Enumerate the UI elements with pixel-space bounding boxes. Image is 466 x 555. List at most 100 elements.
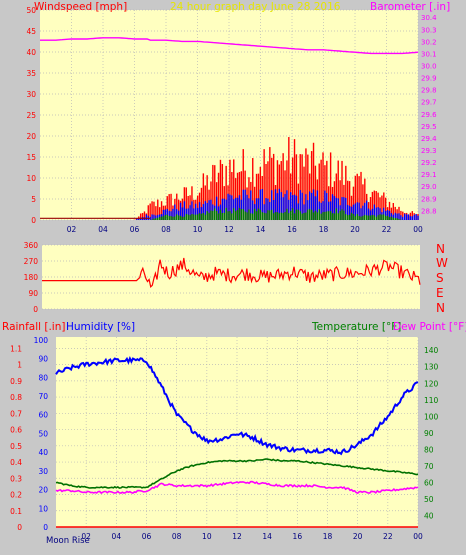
rain-y-tick-label: 1.1 xyxy=(10,344,22,353)
rain-y-tick-label: 0 xyxy=(17,523,22,532)
humidity-y-tick-label: 30 xyxy=(38,467,48,476)
wind-x-tick-label: 08 xyxy=(161,225,171,234)
humidity-x-tick-label: 10 xyxy=(202,532,212,541)
wind-x-tick-label: 22 xyxy=(382,225,392,234)
compass-label-s: S xyxy=(436,271,444,285)
humidity-x-tick-label: 18 xyxy=(323,532,333,541)
wind-y-tick-label: 50 xyxy=(26,6,36,15)
barometer-y-tick-label: 29.7 xyxy=(421,99,437,107)
humidity-x-tick-label: 04 xyxy=(112,532,122,541)
temperature-y-tick-label: 40 xyxy=(424,511,434,520)
humidity-x-tick-label: 08 xyxy=(172,532,182,541)
barometer-y-tick-label: 30.2 xyxy=(421,38,437,46)
rain-y-tick-label: 0.9 xyxy=(10,377,22,386)
temperature-axis-title: Temperature [°F] xyxy=(311,321,401,333)
wind-y-tick-label: 30 xyxy=(26,90,36,99)
compass-label-n-bottom: N xyxy=(436,301,445,315)
wind-x-tick-label: 02 xyxy=(67,225,77,234)
direction-y-tick-label: 90 xyxy=(28,289,38,298)
compass-label-e: E xyxy=(436,286,444,300)
wind-y-tick-label: 5 xyxy=(31,195,36,204)
barometer-y-tick-label: 28.9 xyxy=(421,195,437,203)
direction-y-tick-label: 360 xyxy=(24,241,39,250)
wind-y-tick-label: 45 xyxy=(26,27,36,36)
wind-x-tick-label: 12 xyxy=(224,225,234,234)
rain-y-tick-label: 0.4 xyxy=(10,458,22,467)
barometer-y-tick-label: 30.3 xyxy=(421,26,437,34)
humidity-y-tick-label: 70 xyxy=(38,392,48,401)
wind-x-tick-label: 16 xyxy=(287,225,297,234)
rain-y-tick-label: 0.7 xyxy=(10,409,22,418)
barometer-y-tick-label: 29.4 xyxy=(421,135,437,143)
temperature-line xyxy=(55,458,419,489)
humidity-y-tick-label: 80 xyxy=(38,373,48,382)
barometer-y-tick-label: 30.1 xyxy=(421,50,437,58)
compass-label-n-top: N xyxy=(436,242,445,256)
humidity-y-tick-label: 40 xyxy=(38,448,48,457)
wind-x-tick-label: 10 xyxy=(193,225,203,234)
temperature-y-tick-label: 130 xyxy=(424,363,439,372)
barometer-y-tick-label: 30.4 xyxy=(421,14,437,22)
humidity-y-tick-label: 50 xyxy=(38,429,48,438)
wind-y-tick-label: 15 xyxy=(26,153,36,162)
compass-label-w: W xyxy=(436,256,448,270)
humidity-x-tick-label: 22 xyxy=(383,532,393,541)
wind-y-tick-label: 0 xyxy=(31,216,36,225)
wind-x-tick-label: 04 xyxy=(98,225,108,234)
dewpoint-line xyxy=(55,480,419,495)
wind-y-tick-label: 25 xyxy=(26,111,36,120)
humidity-x-tick-label: 02 xyxy=(81,532,91,541)
rain-y-tick-label: 0.6 xyxy=(10,426,22,435)
humidity-x-tick-label: 20 xyxy=(353,532,363,541)
barometer-y-tick-label: 28.8 xyxy=(421,207,437,215)
chart-title: 24 hour graph day June 28 2016 xyxy=(170,1,341,13)
barometer-axis-title: Barometer [.in] xyxy=(370,1,450,13)
dewpoint-axis-title: Dew Point [°F] xyxy=(393,321,466,333)
wind-x-tick-label: 06 xyxy=(130,225,140,234)
humidity-x-tick-label: 14 xyxy=(262,532,272,541)
humidity-axis-title: Humidity [%] xyxy=(66,321,135,333)
humidity-y-tick-label: 60 xyxy=(38,411,48,420)
direction-y-tick-label: 270 xyxy=(24,257,39,266)
temperature-y-tick-label: 90 xyxy=(424,429,434,438)
windspeed-axis-title: Windspeed [mph] xyxy=(34,1,127,13)
temperature-y-tick-label: 110 xyxy=(424,396,439,405)
humidity-x-tick-label: 12 xyxy=(232,532,242,541)
humidity-y-tick-label: 10 xyxy=(38,504,48,513)
humidity-plot-area xyxy=(56,337,418,527)
barometer-y-tick-label: 29.5 xyxy=(421,123,437,131)
barometer-y-tick-label: 29.9 xyxy=(421,75,437,83)
barometer-y-tick-label: 30.0 xyxy=(421,63,437,71)
wind-x-tick-label: 14 xyxy=(256,225,266,234)
temperature-y-tick-label: 120 xyxy=(424,379,439,388)
wind-x-tick-label: 00 xyxy=(413,225,423,234)
direction-line xyxy=(42,257,421,288)
moon-rise-label: Moon Rise xyxy=(46,536,90,546)
wind-chart: 0 5 10 15 20 25 30 35 40 45 50 28.8 28.9 29.0 29.1 29.2… xyxy=(26,6,437,234)
wind-y-tick-label: 35 xyxy=(26,69,36,78)
barometer-y-tick-label: 29.1 xyxy=(421,171,437,179)
rain-y-tick-label: 0.8 xyxy=(10,393,22,402)
rain-y-tick-label: 0.1 xyxy=(10,507,22,516)
humidity-x-tick-label: 16 xyxy=(293,532,303,541)
barometer-y-tick-label: 29.3 xyxy=(421,147,437,155)
direction-y-tick-label: 180 xyxy=(24,273,39,282)
temperature-y-tick-label: 70 xyxy=(424,462,434,471)
barometer-line xyxy=(40,37,419,55)
barometer-y-tick-label: 29.8 xyxy=(421,87,437,95)
direction-chart: 0 90 180 270 360 xyxy=(24,241,421,314)
temperature-y-tick-label: 50 xyxy=(424,495,434,504)
humidity-x-tick-label: 06 xyxy=(142,532,152,541)
rain-y-tick-label: 0.5 xyxy=(10,442,22,451)
temperature-y-tick-label: 60 xyxy=(424,478,434,487)
wind-y-tick-label: 20 xyxy=(26,132,36,141)
humidity-y-tick-label: 90 xyxy=(38,355,48,364)
rain-y-tick-label: 0.3 xyxy=(10,474,22,483)
wind-x-tick-label: 20 xyxy=(350,225,360,234)
temperature-y-tick-label: 100 xyxy=(424,412,439,421)
wind-x-tick-label: 18 xyxy=(319,225,329,234)
wind-y-tick-label: 10 xyxy=(26,174,36,183)
barometer-y-tick-label: 29.0 xyxy=(421,183,437,191)
